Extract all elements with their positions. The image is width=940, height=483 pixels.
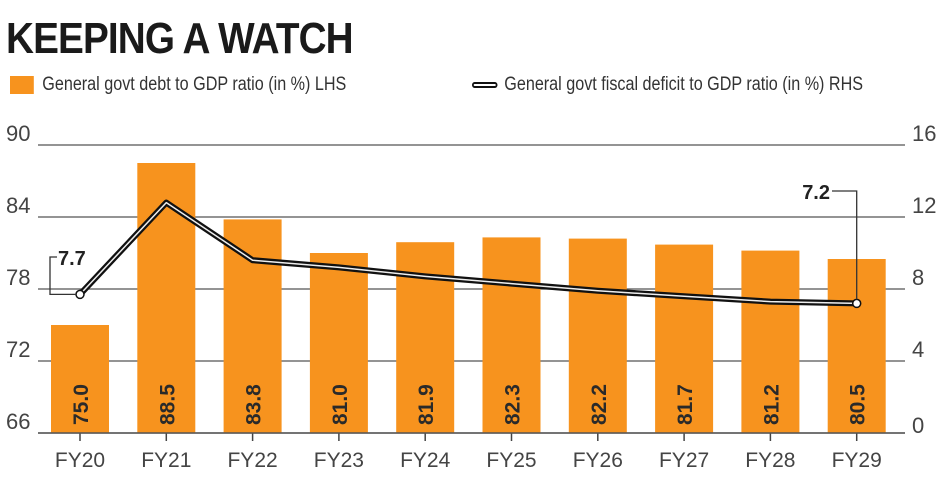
x-tick-label: FY21 [141,449,191,472]
bar-value-label: 83.8 [243,384,266,425]
bar-value-label: 75.0 [70,384,93,425]
x-tick-label: FY22 [227,449,277,472]
y-right-tick-label: 16 [912,121,936,146]
bar-value-label: 82.2 [588,384,611,425]
x-tick-label: FY29 [832,449,882,472]
y-left-tick-label: 66 [6,409,30,434]
legend-label-deficit: General govt fiscal deficit to GDP ratio… [504,74,864,95]
y-right-tick-label: 0 [912,413,924,438]
bar [741,250,800,433]
bar [568,238,627,433]
bar-value-label: 81.7 [674,384,697,425]
bar-value-label: 81.9 [415,384,438,425]
annotation-label: 7.7 [58,248,86,270]
bar [51,325,109,433]
legend-swatch-bar [10,76,34,94]
annotation-leader [832,190,858,300]
annotation-leader [49,256,76,296]
y-left-tick-label: 90 [6,121,30,146]
line-point [851,298,862,309]
x-tick-label: FY25 [486,449,536,472]
line-series [79,201,857,305]
bar-value-label: 80.5 [847,384,870,425]
bar-value-label: 88.5 [156,384,179,425]
line-series-outline [77,199,857,307]
legend-label-debt: General govt debt to GDP ratio (in %) LH… [42,74,347,95]
legend-item-debt: General govt debt to GDP ratio (in %) LH… [10,74,346,96]
line-point [75,289,85,300]
y-right-tick-label: 8 [912,265,924,290]
x-tick-label: FY20 [55,449,105,472]
bar [309,253,368,433]
x-tick-label: FY26 [573,449,623,472]
y-left-tick-label: 78 [6,265,30,290]
bar [137,163,196,433]
x-tick-label: FY28 [745,449,795,472]
bar-value-label: 82.3 [502,384,525,425]
bar-value-label: 81.0 [329,384,352,425]
y-left-tick-label: 84 [6,193,30,218]
legend-swatch-line [472,82,498,88]
bar-value-label: 81.2 [760,384,783,425]
y-right-tick-label: 12 [912,193,936,218]
x-tick-label: FY27 [659,449,709,472]
y-right-tick-label: 4 [912,337,924,362]
annotation-label: 7.2 [802,182,830,204]
chart-title: KEEPING A WATCH [6,14,354,63]
legend-item-deficit: General govt fiscal deficit to GDP ratio… [472,74,863,96]
bar [655,244,714,433]
bar [223,219,282,433]
y-left-tick-label: 72 [6,337,30,362]
x-tick-label: FY23 [314,449,364,472]
bar [482,237,541,433]
x-tick-label: FY24 [400,449,451,472]
